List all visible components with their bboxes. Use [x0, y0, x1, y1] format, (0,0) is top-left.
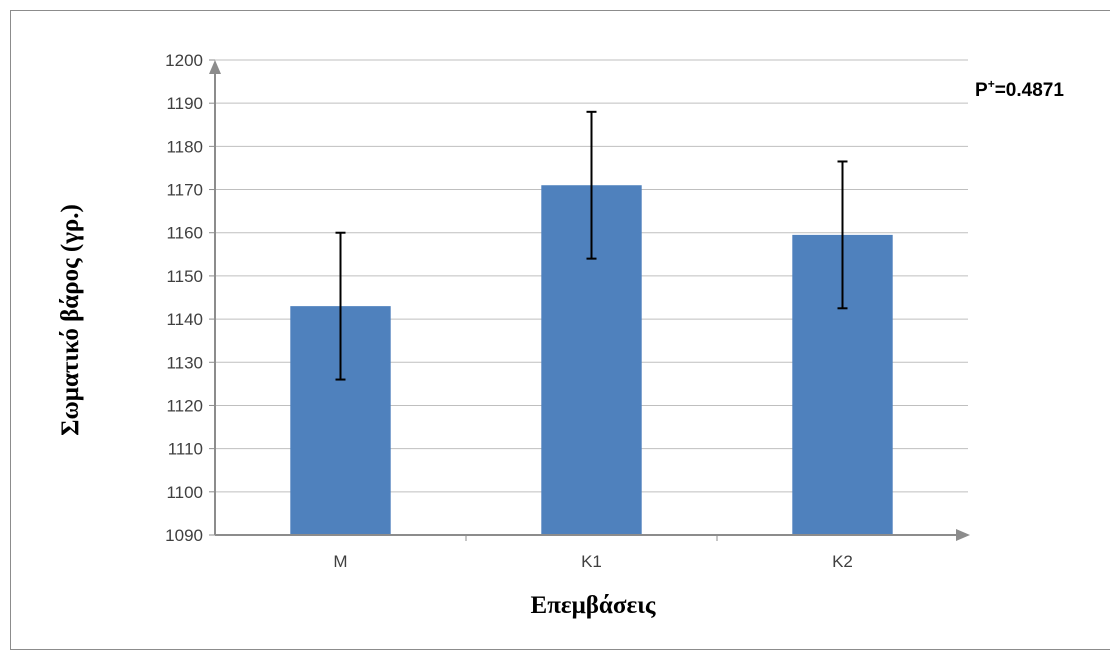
p-value-text: =0.4871: [995, 80, 1065, 101]
y-tick-labels: 1090 1100 1110 1120 1130 1140 1150 1160 1170 1180…: [165, 51, 203, 545]
y-tick-label: 1170: [166, 181, 203, 200]
x-tick-label: K1: [581, 552, 602, 571]
axes: [209, 60, 970, 541]
p-value-prefix: P: [975, 80, 988, 101]
y-tick-label: 1120: [166, 396, 203, 415]
x-tick-label: K2: [832, 552, 853, 571]
y-tick-label: 1130: [166, 353, 203, 372]
x-tick-labels: M K1 K2: [333, 552, 852, 571]
x-axis-label: Επεμβάσεις: [531, 592, 656, 619]
p-value-annotation: P+=0.4871: [975, 77, 1064, 101]
x-tick-label: M: [333, 552, 347, 571]
y-tick-label: 1150: [166, 267, 203, 286]
p-value-superscript: +: [988, 77, 995, 91]
y-axis-label: Σωματικό βάρος (γρ.): [57, 204, 84, 436]
y-tick-label: 1180: [166, 137, 203, 156]
y-tick-label: 1110: [168, 440, 203, 459]
y-tick-label: 1200: [165, 51, 203, 70]
y-tick-label: 1090: [165, 526, 203, 545]
y-tick-label: 1100: [166, 483, 203, 502]
x-axis-arrow: [956, 529, 970, 541]
y-tick-label: 1190: [166, 94, 203, 113]
y-tick-label: 1140: [166, 310, 203, 329]
bar-chart: 1090 1100 1110 1120 1130 1140 1150 1160 1170 1180…: [57, 51, 1064, 619]
y-tick-label: 1160: [166, 224, 203, 243]
error-bars: [335, 110, 848, 381]
y-axis-arrow: [209, 60, 221, 74]
